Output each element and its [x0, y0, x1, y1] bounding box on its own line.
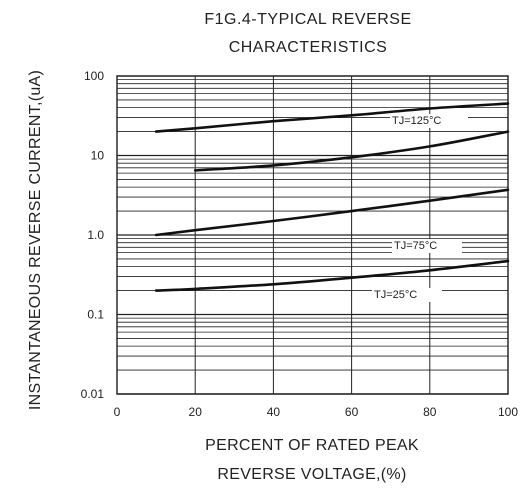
- series-line-4: [154, 259, 510, 292]
- y-tick-label: 100: [84, 69, 104, 83]
- x-tick-label: 60: [345, 405, 359, 419]
- curve-labels: TJ=125°C TJ=75°C TJ=25°C: [372, 114, 468, 302]
- curve-label-bg: [392, 239, 462, 253]
- series-line-1: [154, 102, 510, 133]
- x-axis-label-line-1: PERCENT OF RATED PEAK: [205, 437, 419, 454]
- y-tick-label: 10: [91, 149, 105, 163]
- y-tick-label: 1.0: [87, 228, 104, 242]
- curve-label-bg: [372, 288, 442, 302]
- x-tick-label: 100: [498, 405, 518, 419]
- y-tick-label: 0.01: [81, 387, 105, 401]
- curve-label-1: TJ=125°C: [392, 115, 441, 127]
- series-line-3: [154, 188, 510, 237]
- chart-title-line-1: F1G.4-TYPICAL REVERSE: [204, 11, 411, 28]
- y-tick-label: 0.1: [87, 308, 104, 322]
- y-axis-label: INSTANTANEOUS REVERSE CURRENT,(uA): [27, 70, 44, 410]
- grid: [116, 75, 509, 395]
- tick-labels: 0 20 40 60 80 100 0.01 0.1 1.0 10 100: [81, 69, 519, 419]
- x-tick-label: 20: [189, 405, 203, 419]
- x-axis-label-line-2: REVERSE VOLTAGE,(%): [217, 466, 406, 483]
- curve-label-3: TJ=75°C: [394, 240, 437, 252]
- chart-title-line-2: CHARACTERISTICS: [229, 39, 388, 56]
- x-tick-label: 80: [423, 405, 437, 419]
- curve-label-4: TJ=25°C: [374, 289, 417, 301]
- data-series: [154, 102, 510, 292]
- x-tick-label: 40: [267, 405, 281, 419]
- curve-label-bg: [390, 114, 468, 128]
- series-line-2: [193, 130, 510, 172]
- x-tick-label: 0: [114, 405, 121, 419]
